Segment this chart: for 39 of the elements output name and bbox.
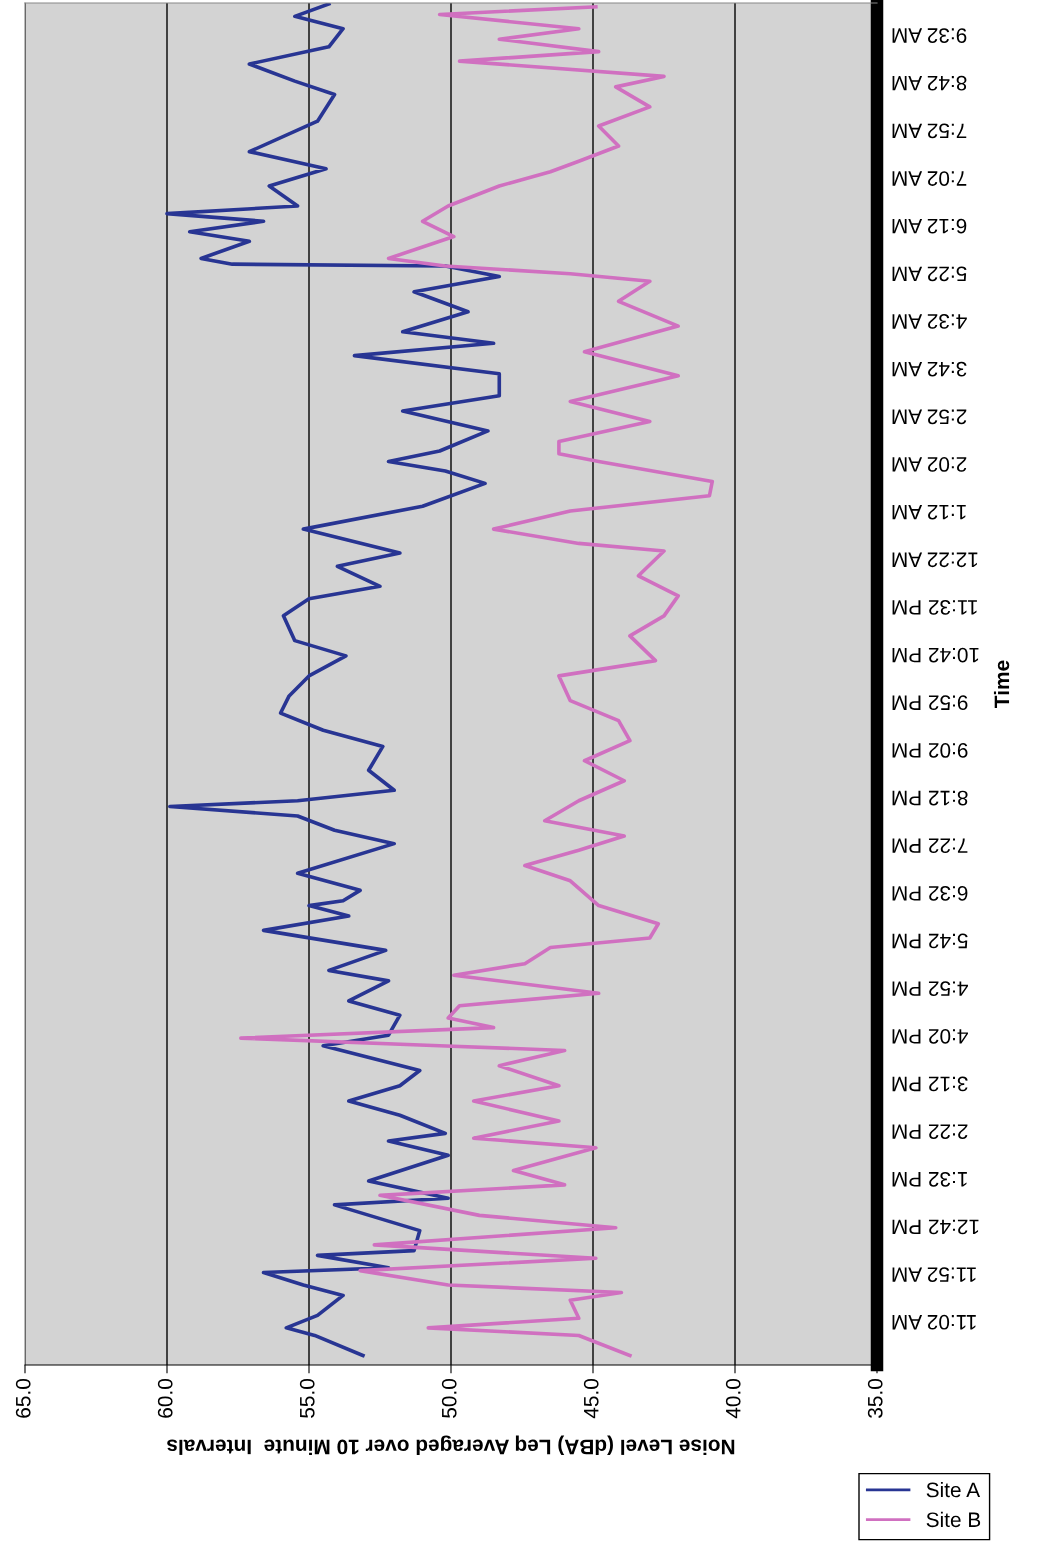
y-tick-label: 5:22 AM	[892, 266, 967, 282]
y-tick-label: 9:32 AM	[892, 28, 967, 43]
y-tick-label: 12:42 PM	[892, 1219, 979, 1235]
x-tick-label: 50.0	[441, 1379, 457, 1418]
y-tick-label: 7:02 AM	[892, 171, 967, 186]
x-tick-label: 55.0	[299, 1379, 315, 1418]
y-tick-label: 8:12 PM	[892, 790, 968, 806]
y-tick-label: 12:22 AM	[892, 552, 978, 568]
x-tick-label: 60.0	[157, 1379, 173, 1418]
legend-label: Site A	[926, 1481, 981, 1498]
y-tick-label: 2:52 AM	[892, 409, 967, 425]
y-tick-label: 3:12 PM	[892, 1076, 968, 1092]
y-tick-label: 1:32 PM	[892, 1171, 967, 1187]
y-tick-label: 1:12 AM	[892, 504, 966, 520]
x-tick-label: 45.0	[583, 1379, 599, 1419]
y-tick-label: 3:42 AM	[892, 361, 967, 377]
y-tick-label: 8:42 AM	[892, 75, 967, 91]
x-tick-label: 65.0	[15, 1379, 31, 1418]
y-tick-label: 4:52 PM	[892, 981, 968, 997]
x-tick-label: 35.0	[867, 1379, 883, 1418]
y-tick-label: 4:32 AM	[892, 314, 967, 329]
y-tick-label: 2:22 PM	[892, 1124, 968, 1139]
y-tick-label: 9:02 PM	[892, 743, 968, 758]
y-tick-label: 11:52 AM	[892, 1267, 976, 1282]
y-tick-label: 5:42 PM	[892, 933, 968, 949]
y-tick-label: 9:52 PM	[892, 695, 968, 711]
x-axis-title: Noise Level (dBA) Leq Averaged over 10 Minute Intervals	[167, 1435, 735, 1455]
y-tick-label: 4:02 PM	[892, 1028, 968, 1044]
y-tick-label: 6:32 PM	[892, 885, 968, 901]
y-tick-label: 6:12 AM	[892, 218, 967, 234]
y-tick-label: 11:02 AM	[892, 1314, 976, 1330]
y-tick-label: 11:32 PM	[892, 600, 977, 615]
y-tick-label: 7:22 PM	[892, 838, 968, 854]
legend-label: Site B	[926, 1511, 981, 1528]
y-tick-label: 10:42 PM	[892, 647, 979, 663]
y-tick-label: 2:02 AM	[892, 457, 967, 472]
y-tick-label: 7:52 AM	[892, 123, 967, 139]
x-tick-label: 40.0	[725, 1379, 741, 1419]
y-axis-title: Time	[993, 660, 1010, 708]
